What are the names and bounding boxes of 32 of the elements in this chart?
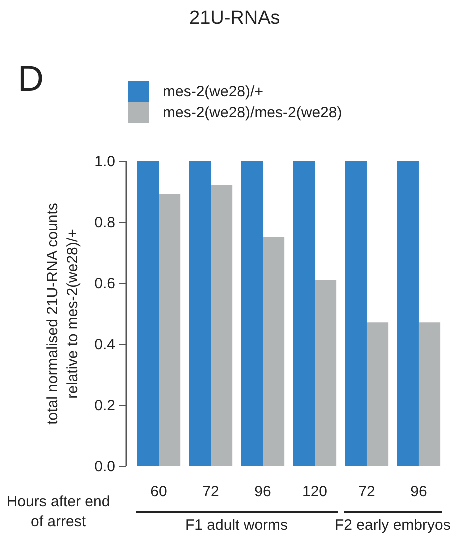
y-tick-label: 0.2 — [94, 398, 116, 414]
bar — [211, 185, 233, 466]
chart-title: 21U-RNAs — [190, 8, 280, 30]
y-tick-label: 0.4 — [94, 336, 116, 354]
bar — [314, 280, 337, 466]
text: F1 adult worms — [186, 517, 288, 534]
text: F2 early embryos — [334, 517, 451, 534]
x-tick-label: 60 — [150, 484, 168, 500]
x-tick-label: 72 — [202, 484, 220, 500]
bar — [189, 161, 212, 466]
text: D — [18, 58, 44, 100]
bar — [263, 237, 285, 466]
legend-label: mes-2(we28)/+ — [163, 84, 264, 100]
x-tick-label: 120 — [302, 484, 328, 500]
y-tick-label: 0.8 — [94, 214, 116, 232]
legend-label: mes-2(we28)/mes-2(we28) — [163, 104, 342, 122]
y-tick-label: 0.6 — [94, 276, 116, 292]
x-axis-title: Hours after end of arrest — [6, 494, 110, 530]
y-tick-label: 1.0 — [94, 154, 116, 170]
bar — [293, 161, 315, 466]
x-tick-label: 96 — [410, 484, 428, 500]
x-tick-label: 96 — [254, 484, 272, 500]
x-tick-label: 72 — [358, 484, 376, 500]
bar — [418, 322, 441, 466]
bar — [345, 161, 367, 466]
bar — [159, 194, 181, 466]
bar — [397, 161, 419, 466]
y-axis-title: total normalised 21U-RNA counts relative to mes-2(we28)/+ — [44, 203, 82, 425]
y-tick-label: 0.0 — [94, 458, 116, 476]
bar — [366, 322, 389, 466]
bar — [137, 161, 160, 466]
bar — [241, 161, 264, 466]
